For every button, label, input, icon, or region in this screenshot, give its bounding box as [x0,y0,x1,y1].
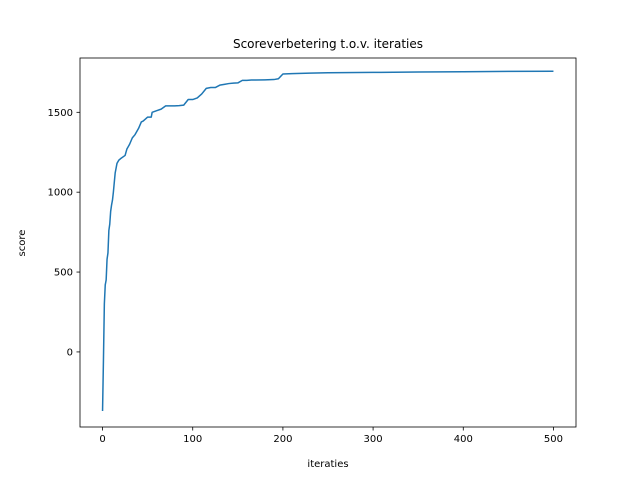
x-axis-label: iteraties [307,459,348,470]
y-tick-label: 500 [54,268,73,279]
chart-title: Scoreverbetering t.o.v. iteraties [233,37,423,51]
x-tick-label: 200 [273,434,292,445]
y-axis-label: score [17,230,28,257]
x-tick-label: 500 [544,434,563,445]
x-tick-label: 100 [183,434,202,445]
series-line-0 [101,70,554,412]
plot-frame [79,57,577,428]
y-tick-label: 1500 [48,108,73,119]
x-tick-label: 300 [364,434,383,445]
x-tick-label: 0 [99,434,105,445]
x-tick-label: 400 [454,434,473,445]
y-tick-label: 0 [67,347,73,358]
y-tick-label: 1000 [48,188,73,199]
